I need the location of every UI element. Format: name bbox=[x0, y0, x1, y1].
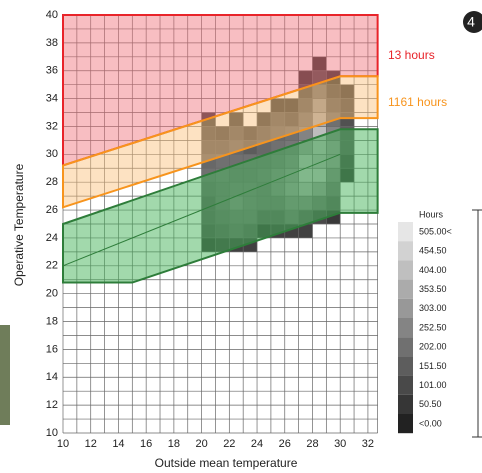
colorbar-swatch bbox=[398, 356, 413, 375]
x-tick-label: 20 bbox=[195, 438, 207, 450]
colorbar-swatch bbox=[398, 376, 413, 395]
x-tick-label: 26 bbox=[279, 438, 291, 450]
colorbar-swatch bbox=[398, 318, 413, 337]
x-tick-label: 16 bbox=[140, 438, 152, 450]
colorbar-label: 252.50 bbox=[419, 322, 447, 332]
colorbar-label: 50.50 bbox=[419, 399, 442, 409]
x-axis-label: Outside mean temperature bbox=[155, 456, 298, 470]
y-tick-label: 26 bbox=[46, 204, 58, 216]
y-tick-label: 14 bbox=[46, 371, 58, 383]
x-tick-label: 12 bbox=[85, 438, 97, 450]
colorbar-label: 353.50 bbox=[419, 284, 447, 294]
y-tick-label: 28 bbox=[46, 176, 58, 188]
colorbar-label: 454.50 bbox=[419, 246, 447, 256]
colorbar-label: 404.00 bbox=[419, 265, 447, 275]
y-tick-label: 10 bbox=[46, 427, 58, 439]
annotation: 1161 hours bbox=[388, 95, 447, 109]
x-tick-label: 18 bbox=[168, 438, 180, 450]
colorbar-title: Hours bbox=[419, 209, 444, 219]
y-tick-label: 32 bbox=[46, 120, 58, 132]
y-tick-label: 18 bbox=[46, 315, 58, 327]
y-tick-label: 34 bbox=[46, 93, 58, 105]
y-tick-label: 12 bbox=[46, 399, 58, 411]
panel-label: 4 bbox=[467, 14, 475, 30]
colorbar-swatch bbox=[398, 222, 413, 241]
y-tick-label: 24 bbox=[46, 232, 58, 244]
colorbar-label: 101.00 bbox=[419, 380, 447, 390]
y-tick-label: 16 bbox=[46, 343, 58, 355]
colorbar-label: <0.00 bbox=[419, 418, 442, 428]
chart: 4 Outside mean temperature Operative Tem… bbox=[0, 0, 482, 473]
y-tick-label: 38 bbox=[46, 37, 58, 49]
annotation: 13 hours bbox=[388, 48, 435, 62]
colorbar-swatch bbox=[398, 414, 413, 433]
colorbar-swatch bbox=[398, 337, 413, 356]
y-tick-label: 20 bbox=[46, 288, 58, 300]
y-tick-label: 30 bbox=[46, 148, 58, 160]
x-tick-label: 22 bbox=[223, 438, 235, 450]
colorbar-label: 303.00 bbox=[419, 303, 447, 313]
colorbar-swatch bbox=[398, 260, 413, 279]
colorbar-label: 151.50 bbox=[419, 361, 447, 371]
y-axis-label: Operative Temperature bbox=[12, 163, 26, 286]
colorbar-label: 505.00< bbox=[419, 226, 452, 236]
colorbar-swatch bbox=[398, 241, 413, 260]
x-tick-label: 32 bbox=[362, 438, 374, 450]
colorbar-swatch bbox=[398, 299, 413, 318]
x-tick-label: 14 bbox=[112, 438, 124, 450]
colorbar-swatch bbox=[398, 395, 413, 414]
y-tick-label: 36 bbox=[46, 65, 58, 77]
x-tick-label: 28 bbox=[306, 438, 318, 450]
y-tick-label: 22 bbox=[46, 260, 58, 272]
x-tick-label: 30 bbox=[334, 438, 346, 450]
y-tick-label: 40 bbox=[46, 9, 58, 21]
photo-fragment bbox=[0, 325, 10, 425]
colorbar-swatch bbox=[398, 280, 413, 299]
colorbar-label: 202.00 bbox=[419, 342, 447, 352]
x-tick-label: 24 bbox=[251, 438, 263, 450]
x-tick-label: 10 bbox=[57, 438, 69, 450]
